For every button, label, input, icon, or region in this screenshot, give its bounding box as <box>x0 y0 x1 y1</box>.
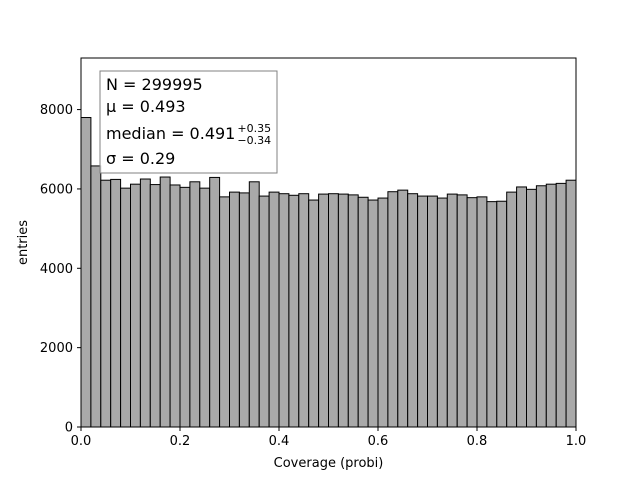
histogram-bar <box>258 195 270 428</box>
histogram-bar <box>466 197 478 428</box>
stats-sigma: σ = 0.29 <box>106 149 175 168</box>
bars-group <box>80 117 577 428</box>
stats-median-upper-error: +0.35 <box>237 122 271 135</box>
x-axis-label: Coverage (probi) <box>274 456 384 471</box>
histogram-bar <box>347 194 359 428</box>
histogram-bar <box>516 186 527 428</box>
histogram-bar <box>229 191 240 428</box>
histogram-bar <box>209 176 221 428</box>
histogram-bar <box>199 187 211 428</box>
histogram-bar <box>219 196 231 428</box>
y-tick-label: 6000 <box>40 182 73 197</box>
histogram-bar <box>476 196 488 428</box>
histogram-bar <box>397 189 409 428</box>
y-tick-label: 2000 <box>40 341 73 356</box>
histogram-bar <box>427 195 438 428</box>
histogram-bar <box>446 193 458 428</box>
x-tick-label: 0.6 <box>368 434 389 449</box>
histogram-bar <box>110 178 122 428</box>
histogram-bar <box>506 191 518 428</box>
histogram-bar <box>337 193 349 428</box>
histogram-bar <box>80 117 92 428</box>
y-axis-ticks: 0 2000 4000 6000 8000 <box>40 103 81 436</box>
histogram-bar <box>328 193 339 428</box>
histogram-bar <box>139 178 151 428</box>
histogram-bar <box>268 191 280 428</box>
x-tick-label: 0.4 <box>269 434 290 449</box>
stats-box: N = 299995 μ = 0.493 median = 0.491 +0.3… <box>99 70 278 174</box>
histogram-bar <box>436 197 448 428</box>
histogram-bar <box>308 199 320 428</box>
y-tick-label: 0 <box>65 421 73 436</box>
x-tick-label: 0.0 <box>71 434 92 449</box>
histogram-bar <box>189 181 201 428</box>
histogram-bar <box>169 184 181 428</box>
stats-mean: μ = 0.493 <box>106 97 186 116</box>
histogram-bar <box>387 191 399 428</box>
histogram-bar <box>565 179 577 428</box>
histogram-bar <box>149 184 161 428</box>
histogram-bar <box>555 182 567 428</box>
histogram-bar <box>456 194 468 428</box>
histogram-bar <box>377 197 389 428</box>
stats-frame <box>99 70 278 174</box>
histogram-bar <box>238 192 250 428</box>
histogram-bar <box>248 181 260 428</box>
histogram-bar <box>298 193 310 428</box>
histogram-bar <box>120 187 131 428</box>
x-axis-ticks: 0.0 0.2 0.4 0.6 0.8 1.0 <box>71 427 587 449</box>
stats-count: N = 299995 <box>106 75 203 94</box>
plot-frame <box>80 57 577 428</box>
histogram-bar <box>526 188 537 428</box>
histogram-bar <box>486 201 498 428</box>
histogram-bar <box>357 196 369 428</box>
stats-median-lower-error: −0.34 <box>237 134 271 147</box>
x-tick-label: 0.8 <box>467 434 488 449</box>
histogram-bar <box>288 194 300 428</box>
histogram-bar <box>100 179 112 428</box>
histogram-bar <box>496 200 508 428</box>
y-axis-label: entries <box>16 220 31 265</box>
histogram-bar <box>417 195 429 428</box>
histogram-bar <box>407 193 419 428</box>
histogram-bar <box>278 193 290 428</box>
histogram-bar <box>90 165 102 428</box>
y-tick-label: 4000 <box>40 262 73 277</box>
histogram-bar <box>130 183 141 428</box>
x-tick-label: 0.2 <box>170 434 191 449</box>
histogram-bar <box>179 186 191 428</box>
histogram-bar <box>545 183 557 428</box>
x-tick-label: 1.0 <box>566 434 587 449</box>
stats-median: median = 0.491 <box>106 124 235 143</box>
histogram-bar <box>318 193 330 428</box>
y-tick-label: 8000 <box>40 103 73 118</box>
histogram-bar <box>367 199 379 428</box>
histogram-bar <box>535 185 547 428</box>
histogram-bar <box>159 176 171 428</box>
